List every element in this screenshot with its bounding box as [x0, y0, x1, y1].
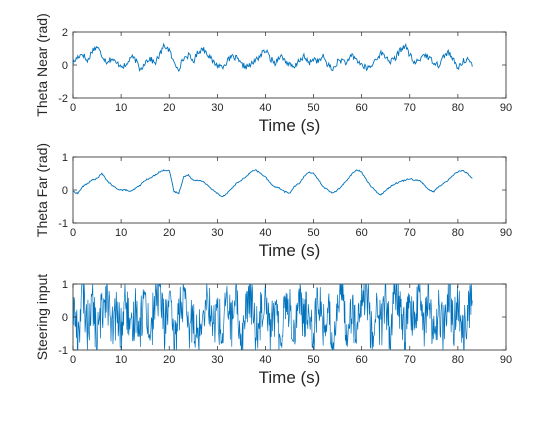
- x-tick-label: 70: [404, 354, 416, 366]
- x-tick-label: 40: [259, 227, 271, 239]
- y-tick-label: 0: [62, 60, 68, 72]
- y-tick-label: 2: [62, 27, 68, 39]
- x-axis-label: Time (s): [259, 368, 321, 387]
- x-tick-label: 50: [307, 227, 319, 239]
- axes-box: [72, 31, 507, 99]
- y-axis-label: Steering input: [34, 274, 50, 361]
- x-tick-label: 40: [259, 102, 271, 114]
- y-tick-label: -1: [58, 218, 68, 230]
- series-line: [73, 284, 473, 350]
- x-tick-label: 20: [163, 102, 175, 114]
- y-tick-label: 0: [62, 185, 68, 197]
- axes-box: [72, 156, 507, 224]
- y-axis-label: Theta Near (rad): [34, 13, 50, 116]
- x-tick-label: 0: [70, 354, 76, 366]
- series-line: [73, 169, 473, 198]
- y-tick-label: 1: [62, 152, 68, 164]
- x-tick-label: 40: [259, 354, 271, 366]
- y-tick-label: -1: [58, 345, 68, 357]
- x-tick-label: 70: [404, 227, 416, 239]
- x-tick-label: 50: [307, 354, 319, 366]
- x-tick-label: 20: [163, 227, 175, 239]
- x-tick-label: 10: [115, 102, 127, 114]
- y-tick-label: 1: [62, 279, 68, 291]
- x-tick-label: 60: [356, 227, 368, 239]
- y-axis-label: Theta Far (rad): [34, 143, 50, 237]
- x-tick-label: 30: [211, 227, 223, 239]
- x-tick-label: 90: [500, 227, 512, 239]
- x-axis-label: Time (s): [259, 116, 321, 135]
- x-tick-label: 0: [70, 227, 76, 239]
- x-tick-label: 30: [211, 354, 223, 366]
- x-tick-label: 80: [452, 102, 464, 114]
- x-tick-label: 10: [115, 227, 127, 239]
- x-tick-label: 20: [163, 354, 175, 366]
- series-line: [73, 42, 473, 73]
- x-tick-label: 10: [115, 354, 127, 366]
- x-tick-label: 90: [500, 102, 512, 114]
- x-axis-label: Time (s): [259, 241, 321, 260]
- x-tick-label: 70: [404, 102, 416, 114]
- x-tick-label: 60: [356, 102, 368, 114]
- x-tick-label: 80: [452, 354, 464, 366]
- x-tick-label: 0: [70, 102, 76, 114]
- x-tick-label: 30: [211, 102, 223, 114]
- y-tick-label: -2: [58, 93, 68, 105]
- x-tick-label: 60: [356, 354, 368, 366]
- x-tick-label: 90: [500, 354, 512, 366]
- x-tick-label: 50: [307, 102, 319, 114]
- y-tick-label: 0: [62, 312, 68, 324]
- x-tick-label: 80: [452, 227, 464, 239]
